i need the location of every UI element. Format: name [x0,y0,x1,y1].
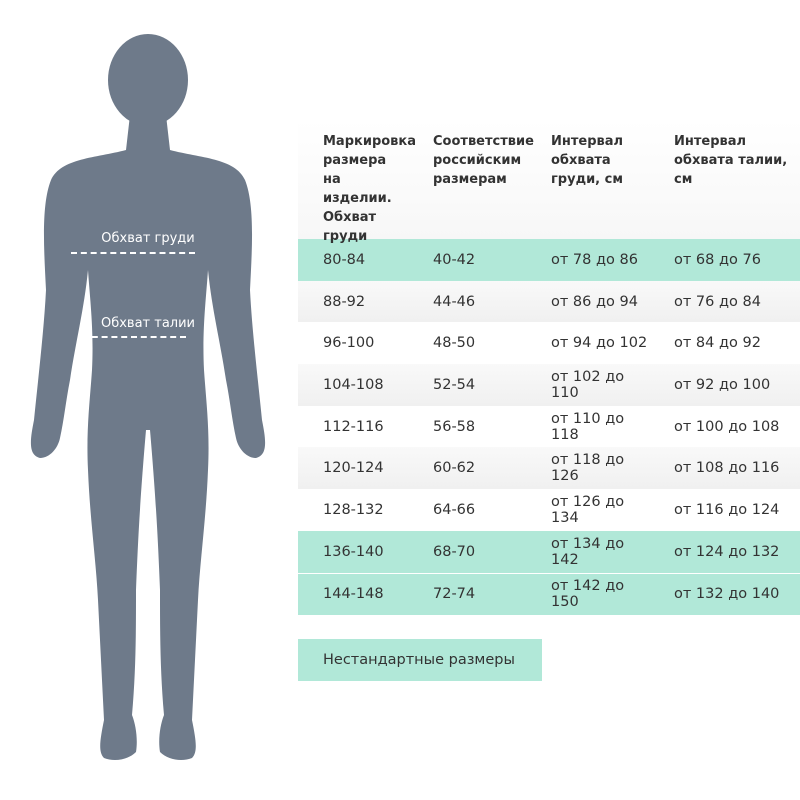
cell-ru: 48-50 [433,335,476,352]
cell-chest: от 126 до 134 [551,493,625,526]
cell-marking: 96-100 [323,335,375,352]
cell-waist: от 116 до 124 [674,501,780,518]
table-row: 144-148 72-74 от 142 до 150 от 132 до 140 [298,572,800,616]
cell-ru: 44-46 [433,293,476,310]
table-row: 128-132 64-66 от 126 до 134 от 116 до 124 [298,489,800,531]
cell-chest: от 134 до 142 [551,535,625,568]
cell-marking: 136-140 [323,543,384,560]
cell-marking: 128-132 [323,501,384,518]
cell-ru: 60-62 [433,460,476,477]
nonstandard-legend: Нестандартные размеры [298,639,542,681]
table-row: 88-92 44-46 от 86 до 94 от 76 до 84 [298,280,800,323]
cell-chest: от 118 до 126 [551,452,625,485]
cell-marking: 112-116 [323,418,384,435]
cell-waist: от 92 до 100 [674,376,771,393]
body-silhouette [30,34,266,760]
chest-line [71,252,195,254]
cell-chest: от 110 до 118 [551,410,625,443]
table-header: Маркировка размера на изделии. Обхват гр… [298,120,800,244]
cell-chest: от 86 до 94 [551,293,638,310]
cell-waist: от 68 до 76 [674,251,761,268]
cell-ru: 64-66 [433,501,476,518]
cell-marking: 88-92 [323,293,366,310]
cell-chest: от 78 до 86 [551,251,638,268]
cell-waist: от 76 до 84 [674,293,761,310]
cell-waist: от 100 до 108 [674,418,780,435]
cell-chest: от 94 до 102 [551,335,648,352]
table-row: 96-100 48-50 от 94 до 102 от 84 до 92 [298,322,800,365]
header-chest: Интервал обхвата груди, см [551,134,624,187]
cell-ru: 68-70 [433,543,476,560]
cell-ru: 52-54 [433,376,476,393]
cell-chest: от 102 до 110 [551,368,625,401]
cell-marking: 80-84 [323,251,366,268]
cell-waist: от 132 до 140 [674,586,780,603]
table-row: 112-116 56-58 от 110 до 118 от 100 до 108 [298,405,800,448]
header-marking: Маркировка размера на изделии. Обхват гр… [323,134,417,244]
cell-chest: от 142 до 150 [551,578,625,611]
table-row: 136-140 68-70 от 134 до 142 от 124 до 132 [298,530,800,573]
cell-waist: от 108 до 116 [674,460,780,477]
table-row: 80-84 40-42 от 78 до 86 от 68 до 76 [298,239,800,281]
waist-label: Обхват талии [100,316,196,331]
chest-label: Обхват груди [101,231,195,246]
table-row: 104-108 52-54 от 102 до 110 от 92 до 100 [298,364,800,406]
cell-ru: 72-74 [433,586,476,603]
header-ru-size: Соответствие российским размерам [433,134,534,187]
cell-waist: от 124 до 132 [674,543,780,560]
cell-marking: 120-124 [323,460,384,477]
table-row: 120-124 60-62 от 118 до 126 от 108 до 116 [298,447,800,490]
size-table: Маркировка размера на изделии. Обхват гр… [298,120,800,616]
cell-marking: 104-108 [323,376,384,393]
cell-marking: 144-148 [323,586,384,603]
waist-line [82,336,186,338]
header-waist: Интервал обхвата талии, см [674,134,788,187]
cell-waist: от 84 до 92 [674,335,761,352]
cell-ru: 56-58 [433,418,476,435]
cell-ru: 40-42 [433,251,476,268]
